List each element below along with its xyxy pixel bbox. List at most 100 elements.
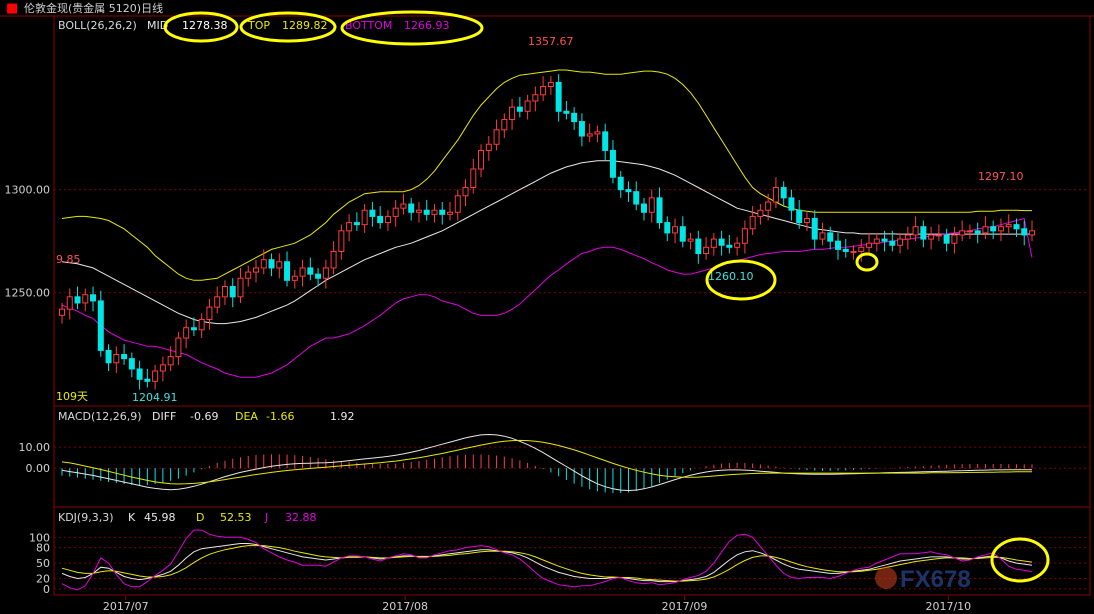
candle-body-down [1021,228,1028,236]
price-annotations: 1357.67 1204.91 1260.10 1297.10 9.85 109… [56,35,1050,583]
price-tick-label: 1250.00 [5,287,51,300]
kdj-tick-label: 20 [36,573,50,586]
boll-mid-value: 1278.38 [182,19,228,32]
candle-body-up [346,222,353,232]
grid-layer [54,189,1090,590]
kdj-tick-label: 80 [36,542,50,555]
candle-body-up [462,187,469,197]
candle-body-up [198,318,205,331]
candle-body-up [253,267,259,273]
boll-mid-line [61,160,1032,325]
watermark: FX678 [875,566,971,593]
boll-top-line [61,69,1032,281]
candle-body-down [602,131,609,151]
candle-body-up [260,259,267,269]
candle-body-down [121,354,128,360]
candle-body-up [59,308,65,316]
candle-body-up [803,217,810,224]
window-title: 伦敦金现(贵金属 5120)日线 [24,1,163,15]
gold-bar-icon: ■ [6,1,18,16]
candle-body-up [858,246,865,252]
candle-body-down [555,81,562,112]
candle-body-up [772,187,779,203]
candle-body-down [881,238,888,242]
candle-body-up [873,238,880,244]
macd-tick-label: 0.00 [26,462,51,475]
candle-body-down [563,110,570,114]
candle-body-up [485,143,492,151]
candle-body-up [1029,230,1035,236]
kdj-k-line [61,543,1033,583]
candle-body-up [322,267,329,279]
candle-body-up [299,267,306,277]
bollinger-bands [61,69,1033,378]
candle-body-up [152,370,159,382]
annotation-min: 1204.91 [132,391,178,404]
candle-body-down [1013,224,1020,230]
kdj-tick-label: 50 [36,557,50,570]
candle-body-down [974,230,981,234]
candle-body-up [547,81,554,88]
candle-body-up [524,100,531,112]
kdj-k-value: 45.98 [144,511,176,524]
candle-body-down [625,189,632,193]
candle-body-up [400,203,407,209]
highlight-ellipse-kdj [990,537,1050,583]
candle-body-up [1005,224,1012,228]
boll-label: BOLL(26,26,2) [58,19,137,32]
candle-body-up [532,94,539,102]
candle-body-up [928,234,935,240]
candle-body-down [842,248,849,252]
candle-body-up [982,226,989,234]
macd-label: MACD(12,26,9) [58,410,142,423]
candle-body-down [229,285,236,298]
candle-body-up [330,250,337,269]
watermark-logo-icon [875,567,897,589]
kdj-label: KDJ(9,3,3) [58,511,114,524]
candle-body-down [679,226,686,242]
candle-body-up [741,228,748,244]
annotation-max: 1357.67 [528,35,574,48]
candle-body-down [423,209,430,215]
candle-body-up [897,238,904,246]
candle-body-up [850,250,857,253]
candle-body-down [633,191,640,205]
candle-body-up [206,306,213,320]
kdj-d-label: D [196,511,204,524]
candle-body-up [765,201,772,211]
macd-dea-label: DEA [235,410,258,423]
date-tick-label: 2017/09 [662,600,708,613]
candle-body-up [687,238,694,242]
kdj-j-label: J [264,511,268,524]
candle-body-up [175,337,182,358]
date-tick-label: 2017/08 [382,600,428,613]
candle-body-down [827,232,834,242]
candle-body-down [726,244,733,248]
candle-body-up [904,234,911,240]
highlight-ellipse-touch [855,252,879,272]
candle-body-down [74,296,81,304]
candle-body-down [796,209,803,224]
candle-body-up [237,277,244,298]
macd-diff-label: DIFF [152,410,176,423]
kdj-header: KDJ(9,3,3) K 45.98 D 52.53 J 32.88 [58,511,317,524]
annotation-high-nov: 1297.10 [978,170,1024,183]
candle-body-up [415,209,422,213]
candle-body-up [470,168,477,189]
kdj-j-value: 32.88 [285,511,317,524]
candle-body-up [113,354,120,364]
candle-body-up [392,207,399,217]
candle-body-up [734,242,741,248]
candle-body-up [703,246,710,255]
candle-body-down [128,358,135,370]
annotation-first-value: 9.85 [56,253,81,266]
candle-body-down [695,238,702,255]
candle-body-down [835,240,841,250]
candle-body-down [920,226,927,240]
candle-body-up [749,215,756,230]
boll-mid-label: MID [147,19,168,32]
candle-body-down [943,234,950,244]
candle-body-up [291,275,298,281]
candle-body-down [315,273,322,279]
